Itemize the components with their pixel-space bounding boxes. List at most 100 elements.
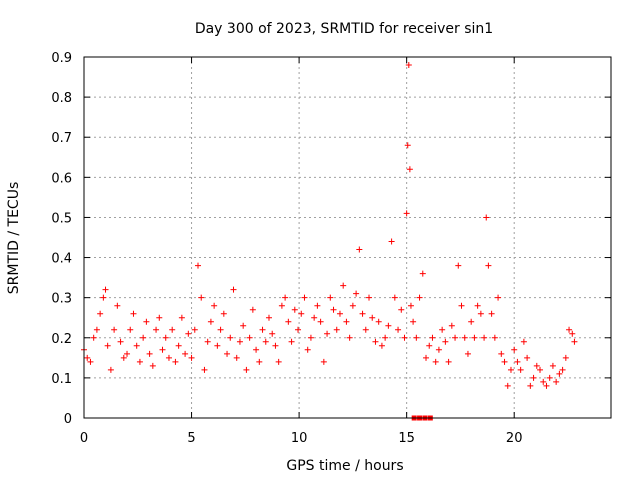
data-point [477,310,484,317]
data-point [149,362,156,369]
data-point [330,306,337,313]
data-point [448,322,455,329]
data-point [543,382,550,389]
data-point [282,294,289,301]
data-point [416,294,423,301]
data-point [388,238,395,245]
data-point [495,294,502,301]
y-tick-label: 0.5 [51,211,72,226]
data-point [382,334,389,341]
grid-lines [84,56,611,418]
data-point [243,366,250,373]
y-axis-label: SRMTID / TECUs [6,182,22,295]
data-point [146,350,153,357]
data-point [378,342,385,349]
data-point [546,374,553,381]
data-point [153,326,160,333]
data-point [517,366,524,373]
y-tick-label: 0.3 [51,292,72,307]
data-point [445,358,452,365]
data-point [191,326,198,333]
y-tick-label: 0.1 [51,372,72,387]
data-point [333,326,340,333]
data-point [501,358,508,365]
data-point [100,294,107,301]
data-point [298,310,305,317]
data-point [471,334,478,341]
data-point [527,382,534,389]
data-point [398,306,405,313]
data-point [481,334,488,341]
data-point [537,366,544,373]
data-point [211,302,218,309]
data-point [217,326,224,333]
data-point [185,330,192,337]
data-point [307,334,314,341]
data-point [311,314,318,321]
y-tick-label: 0 [64,412,72,427]
data-point [214,342,221,349]
data-point [540,378,547,385]
data-point [159,346,166,353]
data-point [87,358,94,365]
data-point [265,314,272,321]
data-point [111,326,118,333]
data-point [349,302,356,309]
data-point [117,338,124,345]
plot-frame [83,56,612,419]
data-point [249,306,256,313]
data-point [272,342,279,349]
data-point [295,326,302,333]
data-point [133,342,140,349]
data-point [136,358,143,365]
data-point [407,302,414,309]
data-point [172,358,179,365]
data-point [569,330,576,337]
data-point [455,262,462,269]
data-point [140,334,147,341]
data-point [198,294,205,301]
data-point [253,346,260,353]
data-point [426,342,433,349]
data-point [343,318,350,325]
data-point [520,338,527,345]
data-point [562,354,569,361]
data-point [406,166,413,173]
data-point [230,286,237,293]
data-point [246,334,253,341]
data-point [485,262,492,269]
data-point [524,354,531,361]
data-point [442,338,449,345]
data-point [423,354,430,361]
y-tick-label: 0.9 [51,51,72,66]
data-point [178,314,185,321]
data-point [403,210,410,217]
data-point [369,314,376,321]
data-point [410,318,417,325]
y-tick-label: 0.6 [51,171,72,186]
data-point [435,346,442,353]
data-point [468,318,475,325]
data-point [391,294,398,301]
data-point [556,370,563,377]
data-marks [81,62,578,421]
data-point [571,338,578,345]
data-point [439,326,446,333]
data-point [498,350,505,357]
data-point [107,366,114,373]
data-point [182,350,189,357]
data-point [304,346,311,353]
data-point [204,338,211,345]
data-point [504,382,511,389]
data-point [227,334,234,341]
data-point [336,310,343,317]
data-point [530,374,537,381]
data-point [97,310,104,317]
data-point [84,354,91,361]
data-point [458,302,465,309]
x-tick-label: 5 [187,431,195,446]
data-point [288,338,295,345]
data-point [285,318,292,325]
data-point [130,310,137,317]
